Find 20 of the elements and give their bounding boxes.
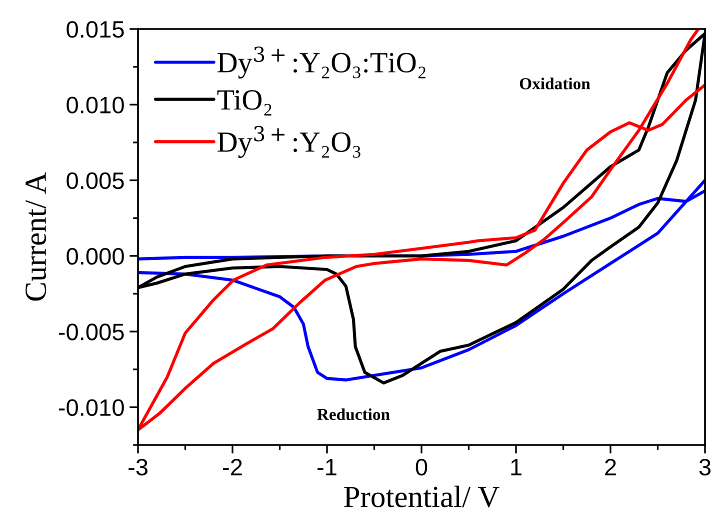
y-tick-label: 0.005 [66,172,124,190]
y-axis-title: Current/ A [26,172,46,301]
x-tick-label: -2 [223,458,242,476]
legend-label: TiO₂ [217,90,272,116]
x-tick-label: 3 [699,458,711,476]
y-tick-label: -0.005 [58,324,124,340]
annotation: Oxidation [520,78,590,90]
annotation: Reduction [317,408,390,420]
x-tick-label: 0 [416,458,428,476]
y-tick-label: -0.010 [58,399,124,416]
y-tick-label: 0.000 [66,248,124,265]
y-tick-label: 0.010 [66,96,124,114]
x-tick-label: -1 [318,459,336,476]
x-axis-title: Protential/ V [344,486,500,508]
legend-label: Dy$^{3+}$:Y₂O₃ [218,126,360,158]
x-tick-label: -3 [128,458,148,476]
y-tick-label: 0.015 [66,21,124,38]
x-tick-label: 1 [511,459,522,476]
x-tick-label: 2 [605,458,616,476]
legend-label: Dy$^{3+}$:Y₂O₃:TiO₂ [218,46,426,79]
